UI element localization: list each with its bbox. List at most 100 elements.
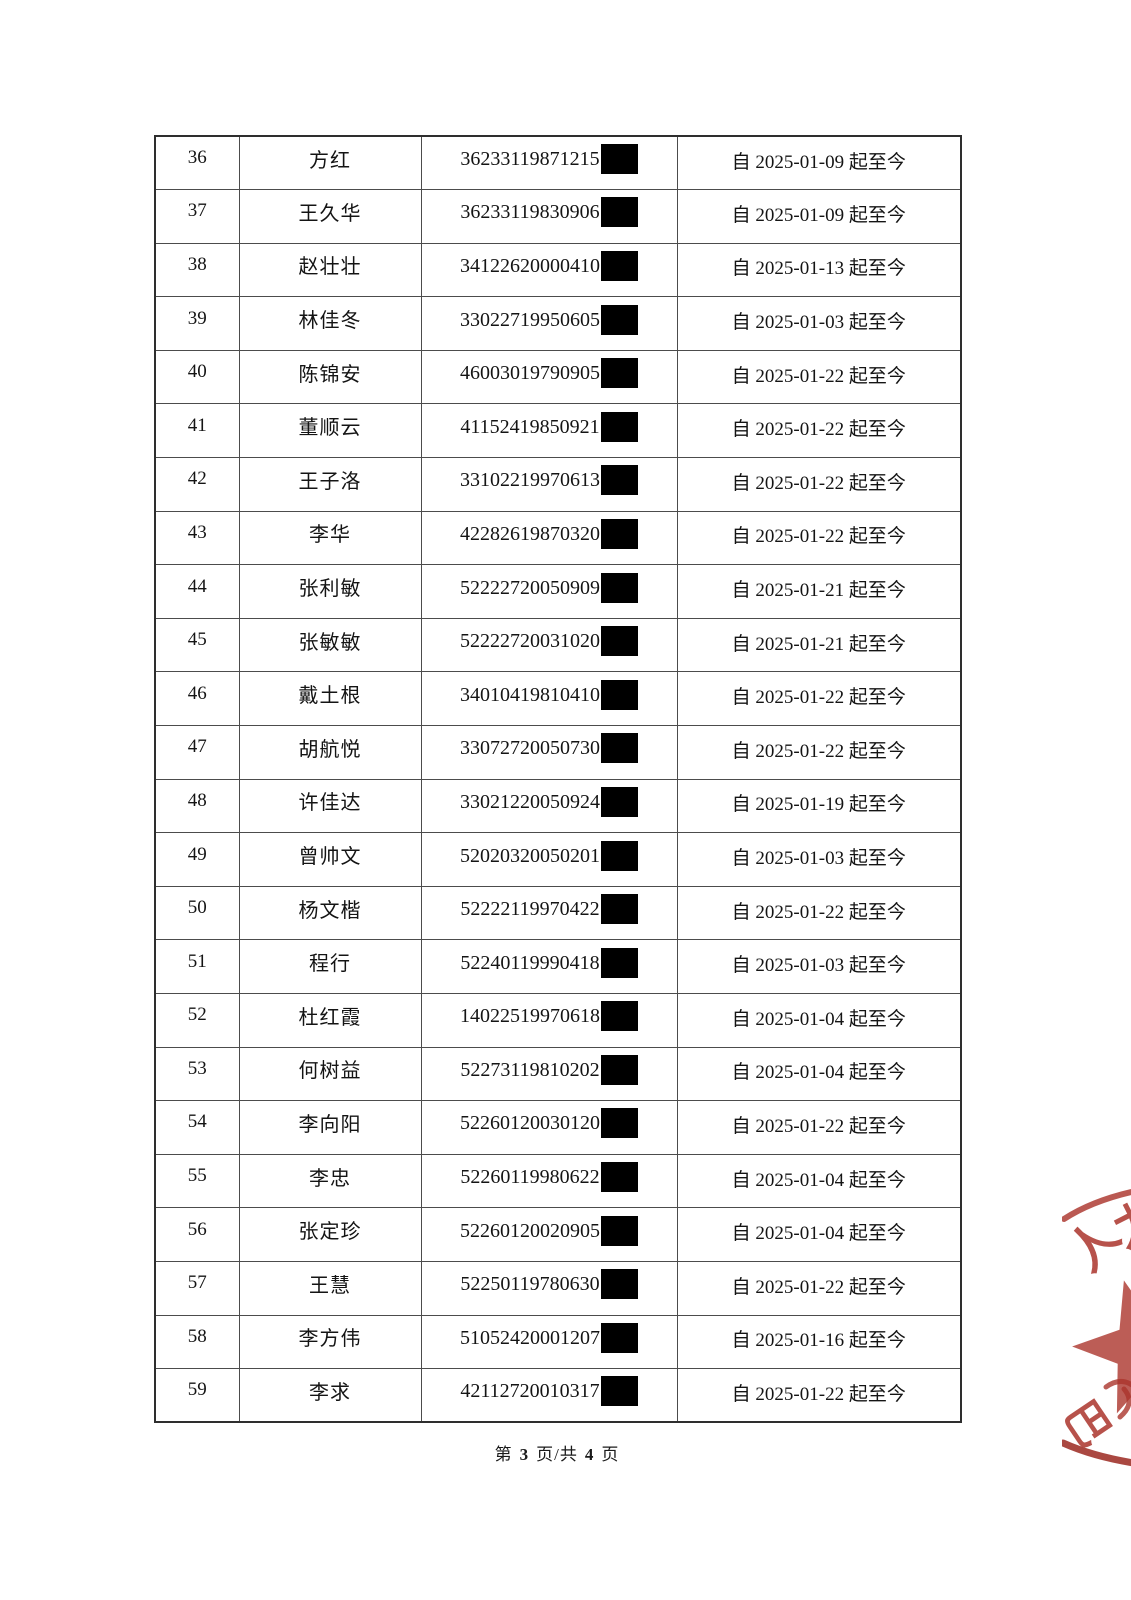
person-name-cell: 王慧 [238,1260,422,1316]
table-row: 51 程行 52240119990418 自 2025-01-03 起至今 [154,939,962,994]
table-row: 45 张敏敏 52222720031020 自 2025-01-21 起至今 [154,617,962,673]
table-row: 46 戴土根 34010419810410 自 2025-01-22 起至今 [154,671,962,727]
person-name: 杜红霞 [298,1006,362,1029]
period-cell: 自 2025-01-04 起至今 [676,993,962,1048]
id-number: 52250119780630 [460,1269,638,1300]
row-number-cell: 55 [154,1153,240,1209]
id-number: 52222720031020 [460,626,638,657]
person-name: 李忠 [309,1167,351,1190]
period-cell: 自 2025-01-22 起至今 [676,457,962,512]
row-number: 59 [187,1379,207,1401]
id-digits: 52260120030120 [460,1112,600,1135]
table-row: 36 方红 36233119871215 自 2025-01-09 起至今 [154,135,962,191]
id-digits: 52260120020905 [460,1219,600,1242]
period-text: 自 2025-01-03 起至今 [731,955,906,977]
redaction-box [601,1001,638,1032]
redaction-box [600,947,638,978]
id-number: 33102219970613 [460,465,638,496]
period-cell: 自 2025-01-22 起至今 [676,349,962,405]
id-number: 52273119810202 [460,1054,638,1085]
id-digits: 52020320050201 [460,844,600,867]
table-row: 57 王慧 52250119780630 自 2025-01-22 起至今 [154,1260,962,1316]
row-number-cell: 54 [154,1100,240,1155]
seal-star [1072,1280,1131,1414]
row-number: 48 [187,789,207,811]
row-number: 57 [187,1272,207,1294]
redaction-box [600,144,638,175]
row-number-cell: 57 [154,1260,240,1316]
id-number: 52260119980622 [460,1162,638,1193]
id-number: 36233119871215 [460,144,638,175]
page-footer: 第 3 页/共 4 页 [154,1440,960,1465]
period-cell: 自 2025-01-22 起至今 [676,510,962,566]
id-digits: 33072720050730 [460,737,600,760]
id-number-cell: 52250119780630 [420,1260,678,1316]
row-number-cell: 51 [154,939,240,994]
id-digits: 51052420001207 [460,1326,600,1349]
period-text: 自 2025-01-16 起至今 [731,1330,906,1352]
id-number-cell: 52260120020905 [420,1207,678,1262]
person-name-cell: 何树益 [238,1046,422,1102]
period-text: 自 2025-01-22 起至今 [731,419,906,441]
id-digits: 14022519970618 [460,1005,600,1028]
redaction-box [601,572,638,603]
person-name: 王慧 [309,1274,351,1297]
row-number-cell: 47 [154,725,240,780]
id-number-cell: 52260120030120 [420,1100,678,1155]
id-number-cell: 34122620000410 [420,242,678,298]
roster-table-body: 36 方红 36233119871215 自 2025-01-09 起至今 3 [154,135,962,1423]
period-cell: 自 2025-01-22 起至今 [676,725,962,780]
period-cell: 自 2025-01-03 起至今 [676,296,962,351]
period-text: 自 2025-01-22 起至今 [731,526,906,548]
seal-partial-character [1103,1379,1131,1420]
row-number: 54 [187,1111,207,1133]
row-number-cell: 53 [154,1046,240,1102]
row-number: 56 [187,1218,207,1240]
id-digits: 42112720010317 [460,1380,600,1403]
period-cell: 自 2025-01-04 起至今 [676,1046,962,1102]
id-number-cell: 34010419810410 [420,671,678,727]
person-name: 张利敏 [298,578,362,601]
id-digits: 46003019790905 [460,362,600,385]
row-number: 55 [187,1165,207,1187]
person-name: 张定珍 [298,1221,362,1244]
footer-page-middle: 页/共 [536,1445,578,1464]
person-name-cell: 许佳达 [238,778,422,834]
person-name-cell: 王久华 [238,189,422,244]
period-cell: 自 2025-01-22 起至今 [676,885,962,941]
id-number: 46003019790905 [460,358,638,389]
id-number: 34010419810410 [460,679,638,710]
id-number-cell: 33022719950605 [420,296,678,351]
person-name-cell: 方红 [238,135,422,191]
id-number-cell: 36233119871215 [420,135,678,191]
id-number-cell: 14022519970618 [420,993,678,1048]
period-cell: 自 2025-01-22 起至今 [676,1100,962,1155]
row-number: 52 [187,1004,207,1026]
id-number: 52260120020905 [460,1215,638,1246]
person-name-cell: 赵壮壮 [238,242,422,298]
id-number-cell: 52222720050909 [420,564,678,619]
period-text: 自 2025-01-22 起至今 [731,472,906,494]
row-number-cell: 42 [154,457,240,512]
id-number: 33021220050924 [460,786,638,817]
person-name-cell: 李华 [238,510,422,566]
period-text: 自 2025-01-22 起至今 [731,1383,906,1405]
period-text: 自 2025-01-22 起至今 [731,901,906,923]
redaction-box [601,1215,638,1246]
redaction-box [600,197,638,228]
footer-total-pages: 4 [584,1445,595,1464]
id-number-cell: 51052420001207 [420,1314,678,1370]
period-cell: 自 2025-01-13 起至今 [676,242,962,298]
row-number: 50 [187,897,207,919]
table-row: 41 董顺云 41152419850921 自 2025-01-22 起至今 [154,403,962,459]
row-number-cell: 43 [154,510,240,566]
roster-table: 36 方红 36233119871215 自 2025-01-09 起至今 3 [154,135,962,1424]
id-digits: 36233119830906 [460,201,600,224]
period-cell: 自 2025-01-04 起至今 [676,1153,962,1209]
id-number-cell: 52260119980622 [420,1153,678,1209]
period-cell: 自 2025-01-21 起至今 [676,564,962,619]
table-row: 42 王子洛 33102219970613 自 2025-01-22 起至今 [154,457,962,512]
redaction-box [601,1322,638,1353]
row-number: 49 [187,843,207,865]
